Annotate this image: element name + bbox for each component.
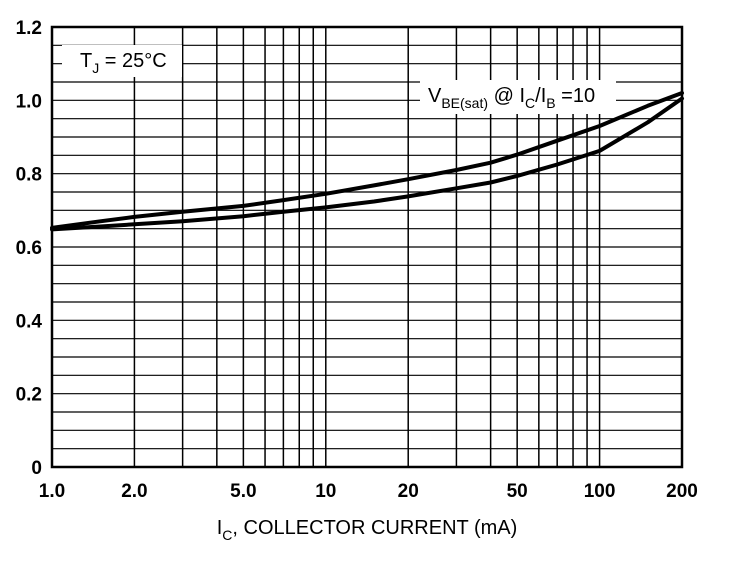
plot-frame bbox=[50, 25, 684, 469]
x-axis-label: IC, COLLECTOR CURRENT (mA) bbox=[217, 517, 518, 543]
temperature-label-box bbox=[62, 45, 182, 77]
curve-label-box bbox=[420, 80, 616, 114]
y-tick-label: 1.0 bbox=[16, 91, 42, 112]
temperature-label: TJ = 25°C bbox=[80, 50, 167, 76]
x-tick-label: 100 bbox=[584, 481, 616, 502]
y-tick-label: 0 bbox=[31, 458, 42, 479]
series-line-1 bbox=[50, 91, 684, 230]
x-tick-label: 2.0 bbox=[121, 481, 147, 502]
y-tick-label: 0.6 bbox=[16, 238, 42, 259]
y-tick-label: 0.2 bbox=[16, 385, 42, 406]
x-tick-labels: 1.0 2.0 5.0 10 20 50 100 200 bbox=[39, 481, 698, 502]
curves bbox=[50, 91, 684, 232]
x-tick-label: 5.0 bbox=[230, 481, 256, 502]
x-tick-label: 20 bbox=[398, 481, 419, 502]
y-tick-label: 0.4 bbox=[16, 311, 43, 332]
x-tick-label: 200 bbox=[666, 481, 698, 502]
y-tick-label: 0.8 bbox=[16, 165, 42, 186]
y-tick-labels: 0 0.2 0.4 0.6 0.8 1.0 1.2 bbox=[16, 18, 43, 479]
y-tick-label: 1.2 bbox=[16, 18, 42, 39]
x-tick-label: 50 bbox=[507, 481, 528, 502]
curve-label: VBE(sat) @ IC/IB =10 bbox=[428, 85, 595, 111]
series-line-2 bbox=[50, 96, 684, 232]
x-tick-label: 10 bbox=[315, 481, 336, 502]
x-tick-label: 1.0 bbox=[39, 481, 65, 502]
